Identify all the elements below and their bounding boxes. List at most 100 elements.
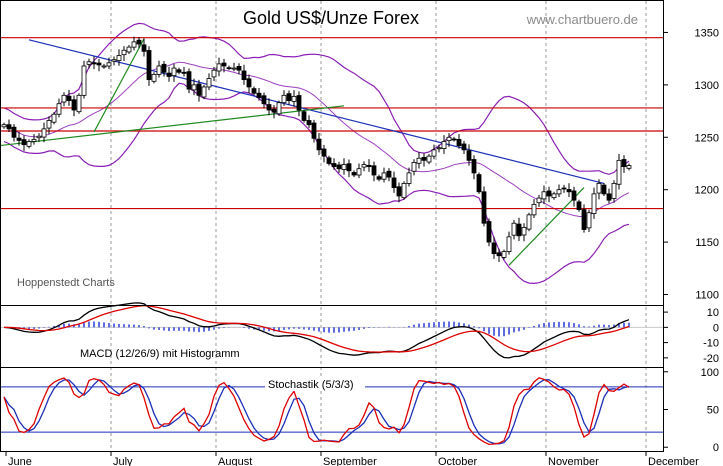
price-bar (551, 193, 557, 199)
price-bar (356, 168, 362, 176)
price-bar (576, 201, 582, 211)
price-bar (506, 236, 512, 252)
price-bar (621, 159, 627, 168)
bollinger-upper-line (3, 22, 630, 175)
price-bar (16, 137, 22, 141)
stochastic-label: Stochastik (5/3/3) (268, 379, 354, 391)
stoch-axis-tick-label: 100 (701, 367, 719, 379)
price-bar (86, 61, 92, 65)
price-bar (316, 138, 322, 151)
price-bar (176, 69, 182, 73)
price-bar (181, 71, 187, 74)
macd-line (3, 302, 630, 359)
price-bar (571, 190, 577, 201)
price-axis-tick-label: 1150 (695, 237, 719, 249)
x-axis-month-ticks: June July August September October November De… (5, 451, 699, 466)
price-bar (596, 182, 602, 194)
price-bar (416, 157, 422, 164)
price-bar (151, 73, 157, 82)
price-bar (226, 67, 232, 70)
price-bar (1, 124, 7, 128)
price-bar (586, 212, 592, 229)
macd-lines (3, 302, 630, 359)
price-bar (336, 164, 342, 170)
price-bar (126, 46, 132, 53)
price-bar (516, 223, 522, 237)
price-bar (291, 95, 297, 102)
price-bar (371, 165, 377, 176)
stochastic-d-line (3, 379, 630, 445)
downtrend-line (28, 39, 605, 184)
stoch-axis-tick-label: 0 (713, 442, 719, 454)
price-bar (301, 111, 307, 121)
macd-histogram (8, 321, 630, 337)
price-bar (116, 55, 122, 61)
macd-axis-tick-label: 10 (707, 307, 719, 319)
x-tick-label-september: September (323, 456, 377, 466)
price-bar (501, 251, 507, 258)
price-bar (476, 174, 482, 193)
price-bar (546, 190, 552, 197)
price-bar (91, 62, 97, 65)
stochastic-k-line (3, 377, 630, 446)
price-axis-tick-label: 1300 (695, 80, 719, 92)
price-bar (266, 104, 272, 111)
price-bar (431, 149, 437, 157)
price-bar (481, 191, 487, 224)
price-bar (206, 78, 212, 88)
price-bar (606, 193, 612, 201)
price-bar (436, 147, 442, 150)
price-axis-tick-label: 1100 (695, 290, 719, 302)
x-tick-label-december: December (648, 456, 699, 466)
macd-label: MACD (12/26/9) mit Histogramm (80, 348, 240, 360)
price-axis-tick-label: 1200 (695, 185, 719, 197)
price-bar (491, 242, 497, 255)
price-bar (396, 186, 402, 197)
price-bar (376, 176, 382, 180)
price-bar (76, 94, 82, 113)
price-bar (196, 83, 202, 96)
price-bar (446, 136, 452, 142)
price-bar (96, 62, 102, 66)
stochastic-lines (3, 377, 630, 446)
price-bar (591, 193, 597, 214)
price-bar (146, 50, 152, 81)
macd-axis-tick-label: -10 (703, 338, 719, 350)
price-bar (141, 44, 147, 52)
price-bar (381, 172, 387, 180)
price-bar (256, 92, 262, 98)
price-bar (306, 120, 312, 126)
price-bar (531, 203, 537, 216)
price-bar (26, 141, 32, 147)
price-bar (201, 86, 207, 98)
price-bar (286, 93, 292, 101)
price-bar (36, 135, 42, 139)
price-bar (276, 102, 282, 115)
stoch-axis-tick-label: 50 (707, 405, 719, 417)
price-bar (251, 88, 257, 94)
price-bar (106, 62, 112, 67)
price-bar (366, 164, 372, 168)
price-bar (21, 139, 27, 146)
trend-lines (0, 38, 605, 266)
price-bar (56, 103, 62, 115)
price-bar (581, 209, 587, 230)
price-bar (41, 128, 47, 138)
price-bar (466, 150, 472, 161)
x-tick-label-june: June (8, 456, 32, 466)
price-bar (51, 113, 57, 123)
price-bar (526, 214, 532, 230)
price-bar (471, 159, 477, 174)
x-tick-label-august: August (218, 456, 252, 466)
price-bar (601, 184, 607, 195)
stoch-label-background (265, 376, 365, 391)
price-bar (66, 95, 72, 101)
price-bar (391, 177, 397, 188)
price-bar (6, 124, 12, 130)
price-bar (311, 122, 317, 139)
price-bar (421, 157, 427, 161)
price-bar (61, 94, 67, 103)
price-bar (211, 69, 217, 78)
